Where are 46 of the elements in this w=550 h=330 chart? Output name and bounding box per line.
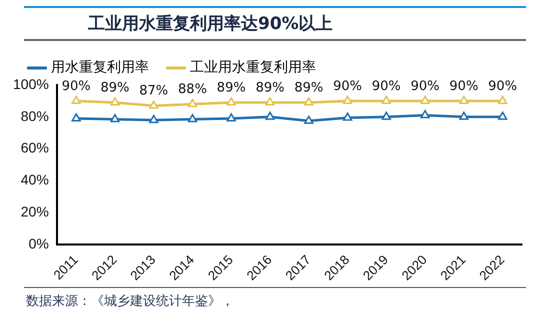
data-label: 89% [216, 80, 246, 96]
point [188, 98, 198, 108]
source-note: 数据来源：《城乡建设统计年鉴》， [24, 287, 526, 310]
point [459, 96, 468, 104]
point [498, 96, 508, 104]
data-label: 90% [372, 78, 401, 94]
chart-title: 工业用水重复利用率达90%以上 [24, 12, 526, 41]
point [304, 97, 314, 106]
data-label: 90% [488, 78, 518, 94]
data-label: 89% [100, 80, 130, 96]
point [420, 110, 430, 118]
point [498, 112, 508, 120]
data-label: 88% [178, 82, 207, 98]
point [226, 97, 236, 106]
y-tick-label: 60% [20, 140, 49, 156]
point [149, 114, 158, 124]
point [110, 97, 120, 106]
y-tick-label: 100% [12, 76, 49, 92]
y-tick-label: 20% [20, 203, 49, 220]
data-label: 90% [333, 78, 362, 94]
point [72, 113, 81, 122]
data-label: 90% [410, 78, 440, 94]
point [459, 112, 468, 120]
point [420, 96, 430, 104]
point [342, 112, 352, 121]
point [226, 113, 236, 122]
y-tick-label: 0% [28, 235, 49, 252]
point [72, 96, 81, 104]
legend-label: 工业用水重复利用率 [190, 60, 316, 76]
data-label: 90% [62, 78, 91, 94]
y-tick-label: 40% [20, 172, 49, 188]
point [304, 116, 314, 124]
point [382, 96, 391, 104]
data-label: 89% [294, 80, 324, 96]
data-label: 90% [449, 78, 478, 94]
point [342, 96, 352, 104]
y-tick-label: 80% [20, 108, 49, 124]
point [382, 112, 391, 120]
point [149, 100, 158, 109]
data-label: 89% [256, 80, 284, 96]
point [265, 97, 275, 106]
point [265, 112, 275, 120]
data-label: 87% [139, 84, 168, 99]
point [110, 114, 120, 122]
legend-label: 用水重复利用率 [51, 60, 149, 76]
point [188, 114, 198, 122]
